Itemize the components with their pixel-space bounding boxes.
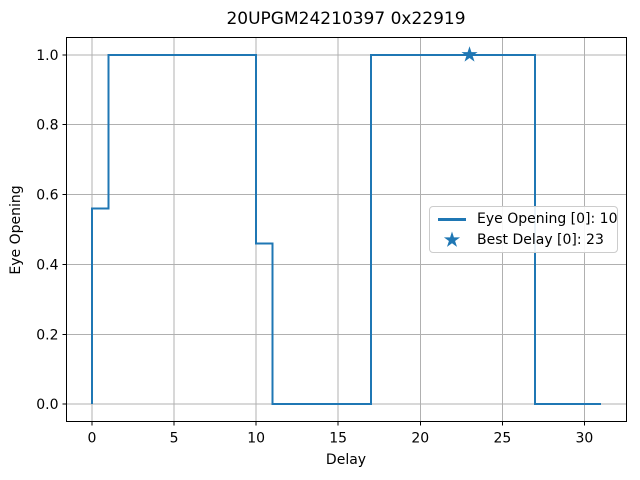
best-delay-star-marker [461, 46, 478, 62]
legend-label-eye-opening: Eye Opening [0]: 10 [477, 211, 618, 228]
y-tick-label: 0.0 [36, 397, 58, 413]
x-tick-label: 5 [170, 431, 179, 447]
legend-star-glyph [443, 231, 461, 247]
eye-opening-step-line [90, 53, 601, 406]
legend-item-best-delay: Best Delay [0]: 23 [437, 230, 610, 250]
chart-title: 20UPGM24210397 0x22919 [226, 9, 466, 29]
x-tick-label: 15 [329, 431, 347, 447]
x-tick-label: 25 [493, 431, 511, 447]
y-tick-label: 0.8 [36, 118, 58, 134]
y-tick-label: 1.0 [36, 48, 58, 64]
axes-spines [66, 36, 627, 423]
x-tick-label: 20 [411, 431, 429, 447]
star-icon [437, 230, 467, 250]
legend-label-best-delay: Best Delay [0]: 23 [477, 231, 604, 248]
y-tick-label: 0.6 [36, 188, 58, 204]
line-sample-icon [437, 217, 467, 221]
x-axis-label: Delay [325, 452, 367, 468]
x-tick-label: 30 [576, 431, 594, 447]
x-tick-label: 0 [87, 431, 96, 447]
y-axis-label: Eye Opening [8, 185, 24, 275]
x-tick-label: 10 [247, 431, 265, 447]
legend-item-eye-opening: Eye Opening [0]: 10 [437, 209, 618, 229]
y-tick-label: 0.2 [36, 327, 58, 343]
y-tick-label: 0.4 [36, 257, 58, 273]
legend: Eye Opening [0]: 10 Best Delay [0]: 23 [429, 206, 618, 253]
